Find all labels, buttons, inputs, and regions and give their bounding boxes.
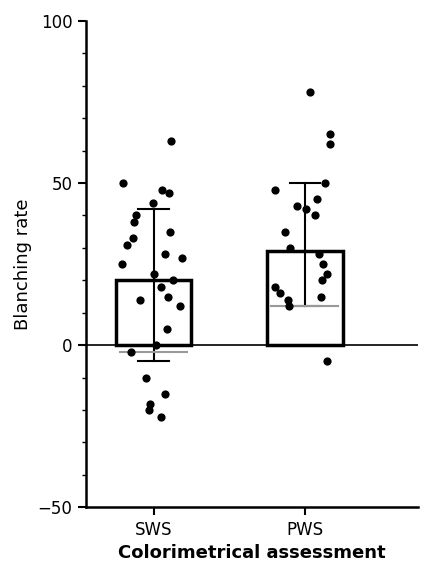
Point	[164, 324, 171, 334]
X-axis label: Colorimetrical assessment: Colorimetrical assessment	[118, 544, 386, 562]
Point	[127, 347, 134, 357]
Point	[324, 269, 330, 278]
Point	[177, 302, 184, 311]
Point	[282, 227, 289, 236]
Point	[294, 201, 301, 210]
Point	[150, 198, 157, 207]
Point	[124, 240, 131, 249]
Bar	[116, 281, 191, 345]
Point	[133, 211, 140, 220]
Point	[307, 88, 314, 97]
Point	[146, 399, 153, 408]
Point	[151, 269, 158, 278]
Point	[326, 139, 333, 149]
Point	[158, 412, 165, 421]
Point	[142, 373, 149, 382]
Point	[314, 195, 321, 204]
Point	[317, 292, 324, 301]
Point	[153, 340, 160, 350]
Point	[302, 204, 309, 214]
Point	[287, 243, 294, 252]
Point	[129, 234, 136, 243]
Point	[131, 217, 138, 226]
Point	[285, 295, 292, 304]
Point	[327, 130, 334, 139]
Point	[319, 276, 326, 285]
Point	[120, 179, 127, 188]
Point	[170, 276, 177, 285]
Point	[286, 302, 292, 311]
Point	[167, 137, 174, 146]
Point	[119, 260, 126, 269]
Point	[277, 289, 284, 298]
Point	[159, 185, 165, 194]
Point	[162, 250, 169, 259]
Point	[324, 357, 331, 366]
Point	[166, 188, 173, 198]
Point	[167, 227, 174, 236]
Point	[137, 295, 144, 304]
Point	[161, 389, 168, 399]
Point	[315, 250, 322, 259]
Point	[272, 185, 279, 194]
Point	[321, 179, 328, 188]
Point	[311, 211, 318, 220]
Point	[319, 260, 326, 269]
Bar	[267, 251, 343, 345]
Point	[157, 282, 164, 291]
Point	[146, 406, 153, 415]
Point	[164, 292, 171, 301]
Point	[272, 282, 279, 291]
Y-axis label: Blanching rate: Blanching rate	[14, 198, 32, 330]
Point	[179, 253, 186, 262]
